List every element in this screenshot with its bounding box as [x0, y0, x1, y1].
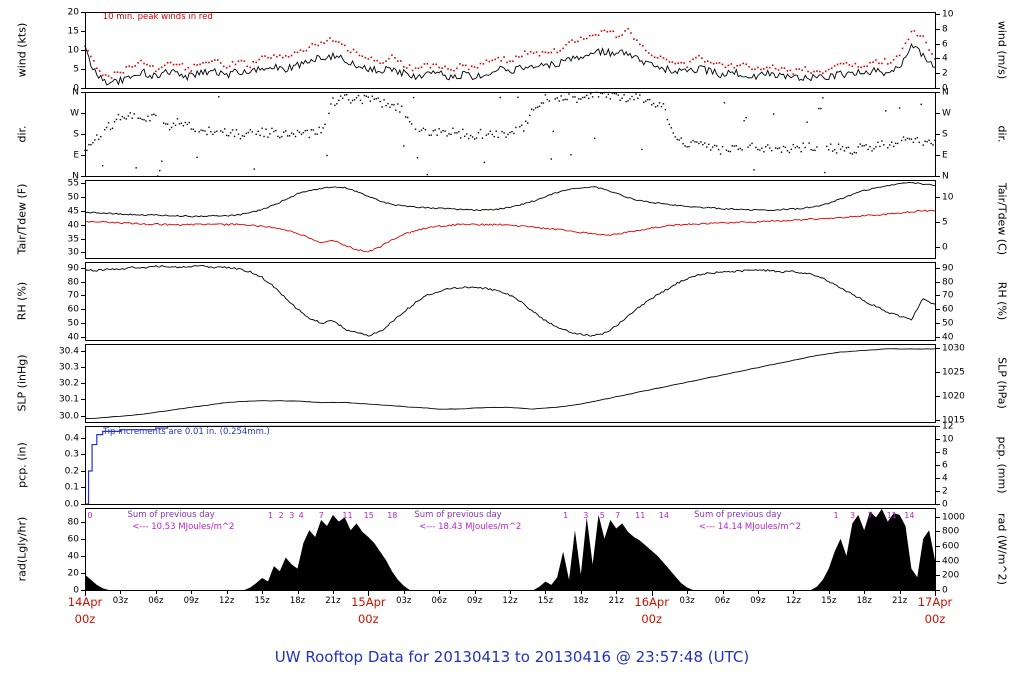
figure-title: UW Rooftop Data for 20130413 to 20130416…: [274, 648, 750, 666]
